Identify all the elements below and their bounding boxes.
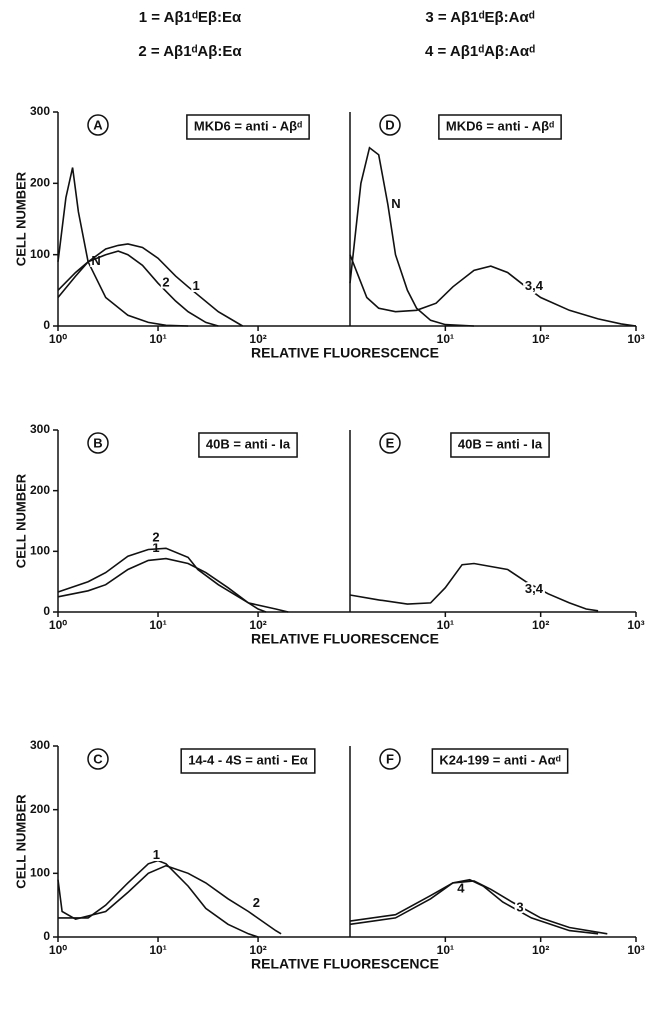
panel-title: K24-199 = anti - Aαᵈ: [439, 752, 560, 767]
x-tick-label: 10³: [627, 943, 644, 957]
curve-label: 1: [153, 847, 160, 862]
curve: [57, 547, 289, 613]
y-tick-label: 300: [30, 738, 50, 752]
y-tick-label: 100: [30, 247, 50, 261]
panel-title: 40B = anti - Ia: [206, 436, 291, 451]
x-tick-label: 10⁰: [49, 618, 67, 632]
legend-text: 2 = Aβ1ᵈAβ:Eα: [138, 43, 242, 60]
curve-label: 2: [152, 530, 159, 545]
curve: [57, 167, 189, 327]
curve-label: N: [91, 253, 100, 268]
x-tick-label: 10⁰: [49, 943, 67, 957]
title-box: [186, 114, 310, 140]
x-tick-label: 10²: [532, 332, 549, 346]
curve-label: N: [391, 196, 400, 211]
curve-label: 1: [152, 540, 159, 555]
y-axis-label: CELL NUMBER: [13, 473, 28, 568]
panel-letter: A: [93, 117, 103, 132]
panel-letter: D: [385, 117, 394, 132]
x-axis-label: RELATIVE FLUORESCENCE: [251, 631, 439, 647]
legend-text: 1 = Aβ1ᵈEβ:Eα: [139, 9, 242, 26]
y-tick-label: 0: [43, 929, 50, 943]
x-tick-label: 10¹: [149, 943, 166, 957]
panel-circle: [379, 114, 401, 136]
panel-title: MKD6 = anti - Aβᵈ: [194, 118, 302, 133]
x-tick-label: 10²: [532, 618, 549, 632]
x-tick-label: 10³: [627, 332, 644, 346]
panel-title: 40B = anti - Ia: [458, 436, 543, 451]
curve: [349, 146, 475, 327]
panel-circle: [87, 114, 109, 136]
curve-label: 1: [193, 278, 200, 293]
y-tick-label: 300: [30, 104, 50, 118]
curve: [349, 254, 637, 327]
title-box: [438, 114, 562, 140]
curve-label: 2: [253, 895, 260, 910]
y-axis-label: CELL NUMBER: [13, 794, 28, 889]
title-box: [431, 748, 569, 774]
x-tick-label: 10²: [249, 332, 266, 346]
panel-letter: F: [386, 751, 394, 766]
legend-text: 4 = Aβ1ᵈAβ:Aαᵈ: [425, 43, 535, 60]
x-tick-label: 10¹: [437, 618, 454, 632]
y-tick-label: 200: [30, 176, 50, 190]
curve-label: 3: [516, 899, 523, 914]
x-tick-label: 10²: [249, 618, 266, 632]
curve-label: 3,4: [525, 581, 544, 596]
curve: [58, 859, 259, 938]
legend-text: 3 = Aβ1ᵈEβ:Aαᵈ: [425, 9, 534, 26]
curve-label: 2: [162, 275, 169, 290]
curve: [57, 864, 282, 935]
y-tick-label: 100: [30, 544, 50, 558]
x-tick-label: 10²: [532, 943, 549, 957]
x-axis-label: RELATIVE FLUORESCENCE: [251, 956, 439, 972]
panel-title: 14-4 - 4S = anti - Eα: [188, 752, 308, 767]
y-axis-label: CELL NUMBER: [13, 171, 28, 266]
curve-label: 3,4: [525, 278, 544, 293]
title-box: [198, 432, 298, 458]
curve: [57, 557, 267, 613]
panel-letter: C: [93, 751, 103, 766]
x-tick-label: 10³: [627, 618, 644, 632]
panel-circle: [379, 432, 401, 454]
y-tick-label: 0: [43, 318, 50, 332]
panel-circle: [379, 748, 401, 770]
curve: [57, 243, 244, 327]
curve: [349, 880, 608, 935]
x-tick-label: 10¹: [437, 943, 454, 957]
panel-circle: [87, 748, 109, 770]
panel-circle: [87, 432, 109, 454]
x-tick-label: 10⁰: [49, 332, 67, 346]
x-tick-label: 10¹: [149, 332, 166, 346]
y-tick-label: 200: [30, 802, 50, 816]
y-tick-label: 0: [43, 604, 50, 618]
y-tick-label: 300: [30, 422, 50, 436]
curve: [349, 562, 599, 612]
x-tick-label: 10¹: [149, 618, 166, 632]
panel-title: MKD6 = anti - Aβᵈ: [446, 118, 554, 133]
panel-letter: B: [93, 435, 102, 450]
x-tick-label: 10²: [249, 943, 266, 957]
panel-letter: E: [386, 435, 395, 450]
title-box: [180, 748, 316, 774]
y-tick-label: 100: [30, 866, 50, 880]
x-tick-label: 10¹: [437, 332, 454, 346]
curve: [349, 878, 599, 935]
title-box: [450, 432, 550, 458]
y-tick-label: 200: [30, 483, 50, 497]
x-axis-label: RELATIVE FLUORESCENCE: [251, 345, 439, 361]
